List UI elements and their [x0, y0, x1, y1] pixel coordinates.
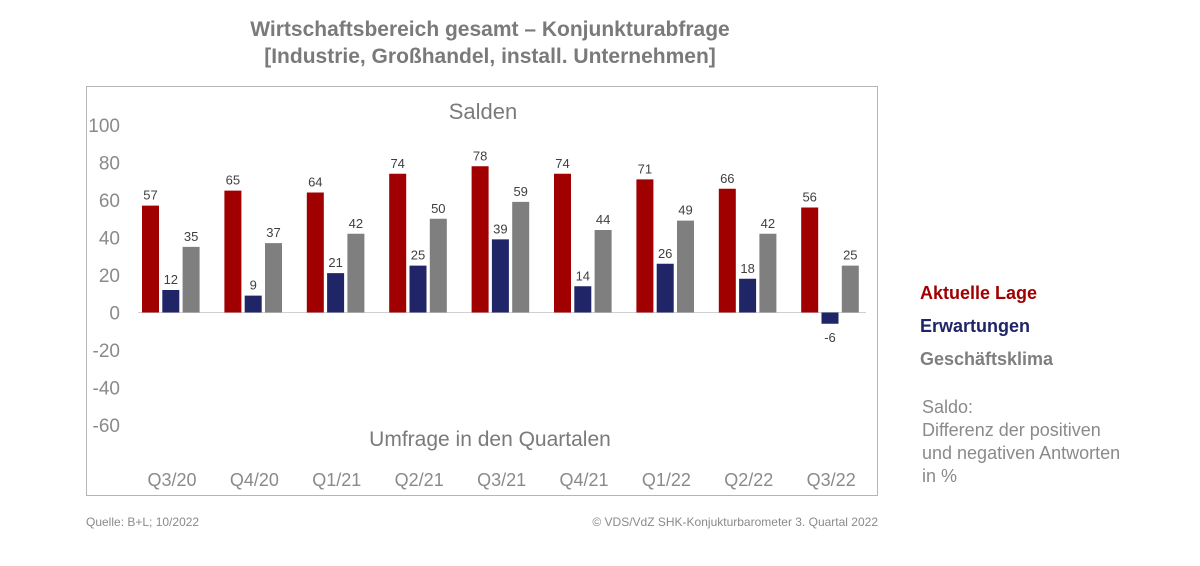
bar-2 — [656, 263, 674, 313]
x-tick-label: Q2/21 — [395, 470, 444, 490]
x-tick-label: Q4/21 — [559, 470, 608, 490]
y-tick-label: 80 — [99, 154, 120, 175]
data-label: 74 — [390, 156, 404, 171]
x-tick-label: Q1/22 — [642, 470, 691, 490]
data-label: 78 — [473, 148, 487, 163]
data-label: 25 — [843, 248, 857, 263]
legend: Aktuelle Lage Erwartungen Geschäftsklima — [920, 280, 1053, 379]
bar-1 — [224, 190, 242, 313]
data-label: 14 — [576, 268, 590, 283]
chart-title-line-2: [Industrie, Großhandel, install. Unterne… — [264, 45, 716, 68]
bar-1 — [389, 173, 407, 313]
data-label: -6 — [824, 330, 836, 345]
y-tick-label: -60 — [93, 416, 120, 437]
saldo-note: Saldo: Differenz der positiven und negat… — [922, 396, 1120, 488]
data-label: 57 — [143, 188, 157, 203]
data-label: 65 — [226, 173, 240, 188]
data-label: 25 — [411, 248, 425, 263]
data-label: 66 — [720, 171, 734, 186]
data-label: 50 — [431, 201, 445, 216]
data-label: 71 — [638, 161, 652, 176]
data-label: 49 — [678, 203, 692, 218]
x-tick-label: Q4/20 — [230, 470, 279, 490]
saldo-note-line-1: Saldo: — [922, 397, 974, 417]
y-tick-label: 100 — [88, 116, 120, 137]
data-label: 12 — [164, 272, 178, 287]
chart-title: Wirtschaftsbereich gesamt – Konjunkturab… — [80, 16, 900, 70]
bar-1 — [636, 179, 654, 313]
y-tick-label: 0 — [109, 304, 120, 325]
data-label: 64 — [308, 175, 322, 190]
x-tick-label: Q1/21 — [312, 470, 361, 490]
legend-item-erwartungen: Erwartungen — [920, 316, 1031, 336]
x-tick-label: Q3/20 — [147, 470, 196, 490]
bar-3 — [512, 201, 530, 313]
data-label: 18 — [740, 261, 754, 276]
bar-1 — [306, 192, 324, 313]
chart-frame — [86, 86, 878, 496]
x-tick-label: Q3/22 — [807, 470, 856, 490]
y-tick-label: 20 — [99, 266, 120, 287]
bar-2 — [244, 295, 262, 313]
x-tick-label: Q2/22 — [724, 470, 773, 490]
y-tick-label: 60 — [99, 191, 120, 212]
data-label: 21 — [328, 255, 342, 270]
x-axis-label: Umfrage in den Quartalen — [369, 428, 611, 451]
saldo-note-line-3: und negativen Antworten — [922, 443, 1121, 463]
y-tick-label: -20 — [93, 341, 120, 362]
bar-2 — [739, 278, 757, 313]
bar-2 — [409, 265, 427, 313]
data-label: 56 — [802, 190, 816, 205]
bar-2 — [162, 290, 180, 313]
data-label: 9 — [250, 278, 257, 293]
legend-item-geschaeftsklima: Geschäftsklima — [920, 349, 1054, 369]
bar-3 — [759, 233, 777, 313]
bar-2 — [821, 312, 839, 324]
data-label: 74 — [555, 156, 569, 171]
bar-3 — [429, 218, 447, 313]
bar-1 — [801, 207, 819, 313]
bar-3 — [841, 265, 859, 313]
bar-3 — [182, 246, 200, 313]
y-tick-label: 40 — [99, 229, 120, 250]
x-tick-label: Q3/21 — [477, 470, 526, 490]
bar-chart: Salden 100 80 60 40 20 0 -20 -40 -60 57 12 35 Q3/20 65… — [88, 99, 866, 490]
bar-1 — [471, 166, 489, 313]
saldo-note-line-2: Differenz der positiven — [922, 420, 1101, 440]
chart-title-line-1: Wirtschaftsbereich gesamt – Konjunkturab… — [250, 18, 730, 41]
data-label: 39 — [493, 221, 507, 236]
plot-title: Salden — [449, 99, 518, 124]
bar-3 — [265, 243, 282, 313]
y-tick-label: -40 — [93, 379, 120, 400]
bar-3 — [347, 233, 365, 313]
saldo-note-line-4: in % — [922, 466, 958, 486]
bar-1 — [554, 173, 571, 313]
bar-1 — [718, 188, 736, 313]
source-note: Quelle: B+L; 10/2022 — [86, 515, 200, 529]
data-label: 42 — [761, 216, 775, 231]
bar-1 — [142, 205, 159, 313]
bar-2 — [327, 273, 345, 313]
legend-item-aktuelle-lage: Aktuelle Lage — [920, 283, 1038, 303]
bar-2 — [491, 239, 509, 313]
data-label: 59 — [513, 184, 527, 199]
data-label: 35 — [184, 229, 198, 244]
bar-3 — [594, 230, 612, 313]
bar-2 — [574, 286, 592, 313]
copyright-note: © VDS/VdZ SHK-Konjukturbarometer 3. Quar… — [592, 515, 878, 529]
data-label: 37 — [266, 225, 280, 240]
data-label: 42 — [349, 216, 363, 231]
bar-3 — [677, 220, 694, 313]
data-label: 44 — [596, 212, 610, 227]
data-label: 26 — [658, 246, 672, 261]
